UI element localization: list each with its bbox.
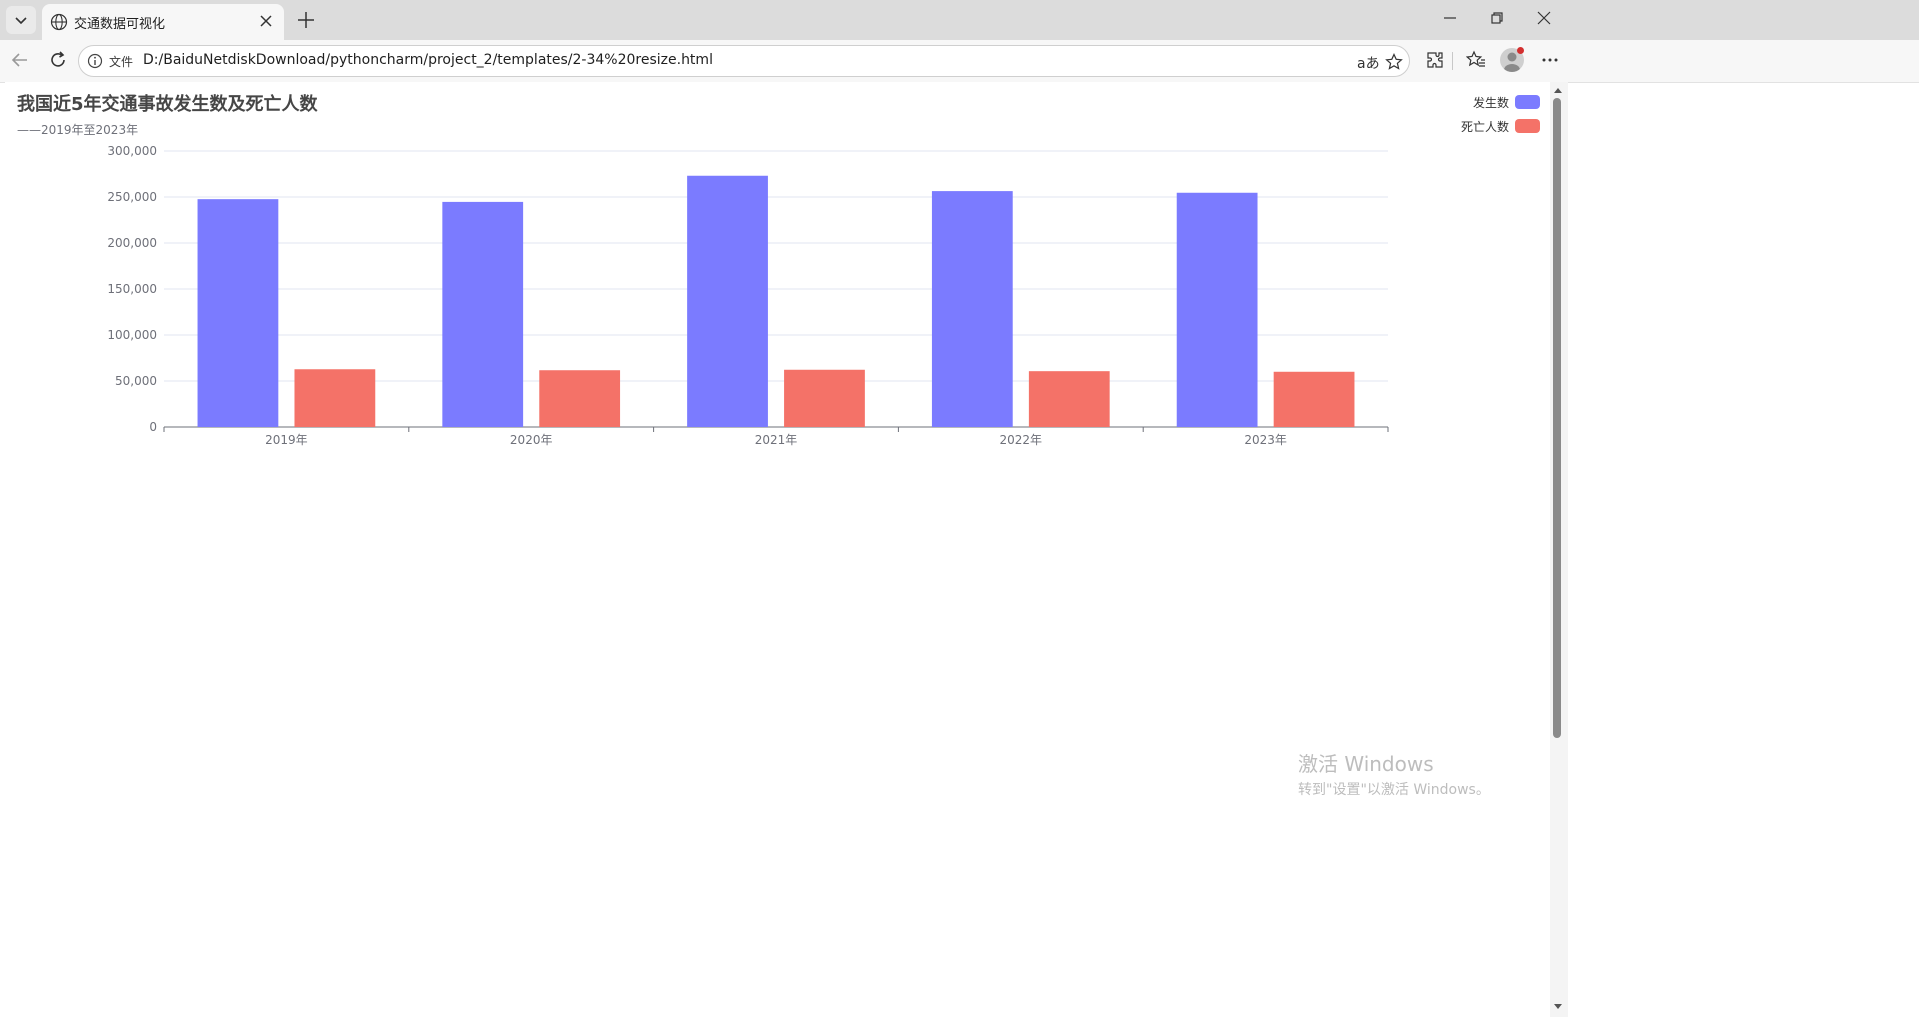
x-tick-label: 2021年 (755, 433, 798, 447)
toolbar-divider (1452, 52, 1453, 70)
legend-swatch (1515, 95, 1540, 109)
favorite-star-icon[interactable] (1385, 53, 1403, 71)
back-arrow-icon[interactable] (10, 50, 30, 70)
windows-activation-watermark: 激活 Windows 转到"设置"以激活 Windows。 (1298, 748, 1490, 799)
bar (687, 175, 768, 427)
legend-label: 发生数 (1472, 95, 1509, 110)
reload-icon[interactable] (48, 50, 68, 70)
y-tick-label: 50,000 (115, 374, 157, 388)
y-tick-label: 300,000 (107, 144, 157, 158)
tab-strip: 交通数据可视化 (0, 0, 1919, 40)
globe-icon (50, 13, 68, 31)
chart-legend: 发生数 死亡人数 (1461, 92, 1540, 140)
bar-chart: 0 50,000 100,000 150,000 200,000 250,000 300,0… (107, 144, 1389, 447)
scroll-down-icon[interactable] (1553, 1003, 1563, 1011)
bar (1028, 371, 1110, 427)
y-tick-label: 0 (149, 420, 157, 434)
legend-label: 死亡人数 (1460, 119, 1509, 134)
x-tick-label: 2023年 (1244, 433, 1287, 447)
tab-title: 交通数据可视化 (74, 17, 166, 32)
minimize-icon[interactable] (1442, 10, 1458, 26)
bar (784, 369, 865, 427)
legend-item-deaths[interactable]: 死亡人数 (1461, 116, 1540, 136)
watermark-line-1: 激活 Windows (1298, 752, 1434, 776)
tab-actions-button[interactable] (6, 6, 36, 34)
y-tick-label: 250,000 (107, 190, 157, 204)
x-tick-label: 2020年 (510, 433, 553, 447)
y-tick-label: 100,000 (107, 328, 157, 342)
extensions-icon[interactable] (1425, 50, 1445, 70)
read-aloud-icon[interactable]: aあ (1357, 56, 1380, 72)
chart-subtitle: ——2019年至2023年 (17, 123, 139, 137)
legend-item-occurrences[interactable]: 发生数 (1461, 92, 1540, 112)
y-tick-label: 200,000 (107, 236, 157, 250)
more-options-icon[interactable] (1540, 50, 1560, 70)
bar (197, 199, 279, 427)
file-scheme-label: 文件 (109, 55, 134, 69)
close-icon[interactable] (258, 13, 274, 29)
active-tab[interactable]: 交通数据可视化 (42, 4, 284, 40)
page-content: 我国近5年交通事故发生数及死亡人数 ——2019年至2023年 发生数 死亡人数… (5, 82, 1550, 1017)
x-tick-label: 2022年 (1000, 433, 1043, 447)
bar (539, 370, 621, 427)
info-icon[interactable] (87, 53, 103, 69)
restore-icon[interactable] (1489, 10, 1505, 26)
y-tick-label: 150,000 (107, 282, 157, 296)
new-tab-icon[interactable] (296, 10, 316, 30)
chevron-down-icon (15, 17, 27, 25)
notification-dot (1517, 47, 1524, 54)
scrollbar-thumb[interactable] (1553, 98, 1561, 738)
address-bar[interactable]: 文件 D:/BaiduNetdiskDownload/pythoncharm/p… (78, 45, 1410, 77)
favorites-icon[interactable] (1466, 50, 1486, 70)
bar (1176, 192, 1258, 427)
legend-swatch (1515, 119, 1540, 133)
watermark-line-2: 转到"设置"以激活 Windows。 (1298, 782, 1490, 798)
user-icon (1504, 52, 1520, 72)
bar (1273, 371, 1355, 427)
bar (442, 201, 524, 427)
x-tick-label: 2019年 (265, 433, 308, 447)
scroll-up-icon[interactable] (1553, 86, 1563, 94)
window-close-icon[interactable] (1536, 10, 1552, 26)
chart-title: 我国近5年交通事故发生数及死亡人数 (17, 94, 318, 115)
url-text[interactable]: D:/BaiduNetdiskDownload/pythoncharm/proj… (143, 52, 713, 68)
browser-toolbar: 文件 D:/BaiduNetdiskDownload/pythoncharm/p… (0, 40, 1919, 83)
bar (931, 191, 1013, 427)
bar (294, 369, 376, 427)
